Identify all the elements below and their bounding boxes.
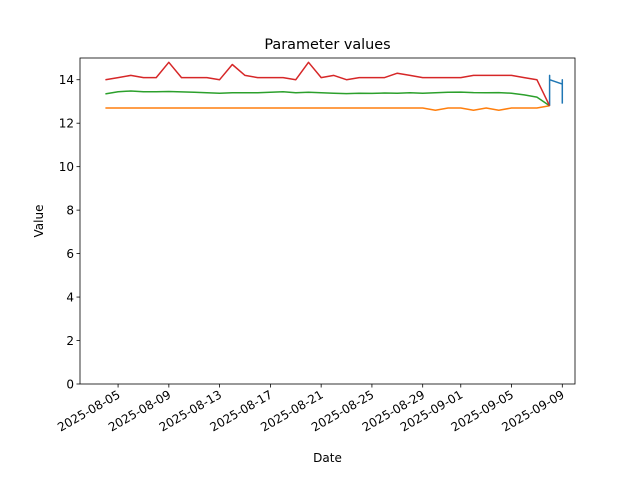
series-lines [105, 61, 564, 111]
series-line-1 [548, 74, 564, 106]
y-tick-label: 2 [66, 334, 74, 348]
series-line-3 [105, 90, 551, 107]
plot-area [80, 58, 575, 384]
series-line-4 [105, 61, 551, 107]
plot-frame [79, 57, 576, 385]
y-axis-ticks: 0 2 4 6 8 10 12 14 [59, 73, 80, 391]
y-tick-label: 6 [66, 247, 74, 261]
y-tick-label: 0 [66, 377, 74, 391]
series-line-2 [105, 105, 550, 111]
y-tick-label: 10 [59, 160, 74, 174]
y-tick-label: 4 [66, 290, 74, 304]
x-axis-label: Date [313, 451, 342, 465]
y-tick-label: 14 [59, 73, 74, 87]
y-tick-label: 12 [59, 117, 74, 131]
y-axis-label: Value [32, 205, 46, 238]
chart-title: Parameter values [264, 37, 390, 53]
y-tick-label: 8 [66, 203, 74, 217]
